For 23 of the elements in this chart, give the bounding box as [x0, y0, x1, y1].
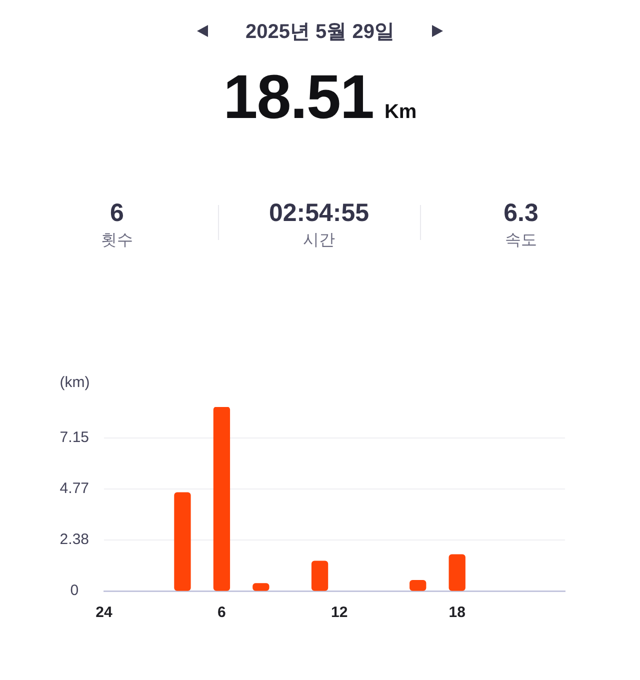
text: Km	[384, 101, 417, 123]
bar	[311, 560, 328, 591]
y-axis-title: (km)	[60, 374, 90, 392]
y-tick-label: 4.77	[60, 480, 90, 498]
y-tick-label: 0	[70, 582, 79, 600]
bar	[174, 492, 191, 591]
bar	[410, 580, 426, 591]
x-tick-label: 12	[331, 604, 348, 622]
text: 속도	[504, 231, 538, 251]
bar	[448, 554, 466, 591]
text: 시간	[302, 231, 336, 251]
y-tick-label: 7.15	[60, 429, 90, 446]
y-tick-label: 2.38	[60, 531, 90, 548]
text: 6.3	[502, 198, 540, 228]
chart-title: 2025년 5월 29일	[246, 20, 394, 44]
x-tick-label: 6	[218, 604, 226, 622]
text: 18.51	[223, 63, 374, 132]
text: 02:54:55	[268, 198, 370, 228]
text: 횟수	[100, 231, 134, 251]
bar	[213, 407, 230, 591]
text: 6	[109, 198, 125, 228]
x-tick-label: 24	[96, 604, 113, 622]
x-tick-label: 18	[448, 604, 466, 622]
